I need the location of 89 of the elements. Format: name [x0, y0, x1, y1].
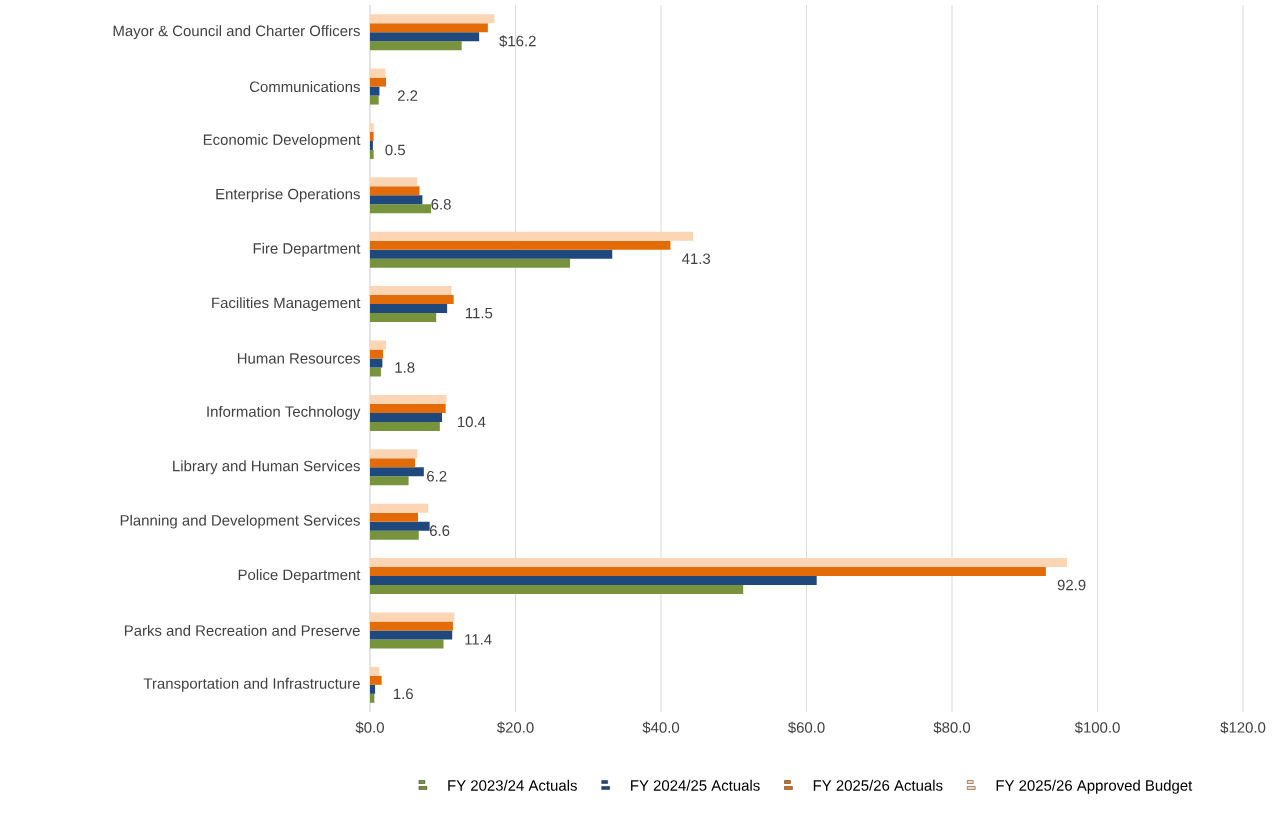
bar: [370, 349, 384, 359]
bar: [370, 95, 379, 105]
data-label: 1.6: [393, 688, 413, 700]
bar: [370, 186, 420, 196]
bar: [370, 693, 375, 703]
data-label: 92.9: [1057, 579, 1086, 591]
y-tick-label: Library and Human Services: [173, 460, 360, 475]
y-tick-label: Communications: [249, 81, 360, 93]
bar: [370, 340, 387, 350]
bar: [370, 68, 386, 78]
bar: [370, 585, 744, 595]
x-tick-label: $120.0: [1220, 721, 1266, 734]
bar: [370, 41, 462, 51]
x-tick-label: $20.0: [496, 721, 534, 734]
data-label: 11.5: [466, 307, 493, 319]
data-label: 10.4: [458, 416, 486, 428]
bar: [370, 295, 454, 305]
data-label: 6.2: [427, 470, 447, 482]
bar: [370, 612, 455, 622]
bar: [370, 231, 694, 241]
y-tick-label: Facilities Management: [212, 297, 361, 312]
y-tick-label: Information Technology: [207, 405, 361, 420]
bar: [370, 421, 440, 431]
bar: [370, 476, 409, 486]
bar: [370, 403, 446, 413]
bar: [370, 258, 571, 268]
data-label: 11.4: [465, 634, 492, 645]
y-tick-label: Fire Department: [253, 242, 361, 257]
bar: [370, 313, 437, 323]
bar: [370, 412, 443, 422]
data-label: 6.8: [431, 199, 451, 210]
data-label: 2.2: [397, 90, 418, 101]
bar: [370, 286, 452, 296]
data-label: 0.5: [385, 144, 405, 156]
bar: [370, 621, 453, 631]
data-label: $16.2: [499, 35, 536, 48]
bar: [370, 684, 376, 694]
x-tick-label: $0.0: [355, 721, 384, 734]
bar: [370, 140, 373, 150]
bar: [370, 449, 418, 459]
bar: [370, 576, 817, 586]
bar: [370, 512, 419, 522]
legend-label: FY 2024/25 Actuals: [631, 779, 760, 791]
bar: [370, 530, 419, 540]
bar: [370, 77, 387, 87]
bar: [370, 240, 671, 250]
x-tick-label: $60.0: [787, 721, 825, 734]
bar: [370, 131, 374, 141]
bar: [370, 666, 380, 676]
x-tick-label: $100.0: [1074, 721, 1120, 734]
bar: [370, 521, 430, 531]
bar: [370, 177, 418, 187]
data-label: 1.8: [395, 362, 415, 373]
bar: [370, 14, 495, 24]
bar: [370, 149, 374, 159]
legend-label: FY 2025/26 Approved Budget: [996, 779, 1193, 794]
y-tick-label: Enterprise Operations: [216, 188, 360, 203]
data-label: 6.6: [429, 525, 450, 536]
legend-label: FY 2023/24 Actuals: [448, 779, 577, 791]
bar: [370, 503, 429, 513]
bar: [370, 394, 447, 404]
bar: [370, 458, 416, 468]
y-tick-label: Mayor & Council and Charter Officers: [113, 25, 360, 40]
y-tick-label: Economic Development: [203, 134, 361, 148]
y-tick-label: Planning and Development Services: [120, 514, 360, 529]
bar: [370, 122, 374, 132]
y-tick-label: Parks and Recreation and Preserve: [124, 624, 360, 636]
bar: [370, 358, 383, 368]
y-tick-label: Police Department: [238, 569, 361, 583]
legend-label: FY 2025/26 Actuals: [813, 779, 943, 791]
bar: [370, 32, 480, 42]
bar: [370, 558, 1067, 568]
bar: [370, 86, 380, 96]
data-label: 41.3: [682, 253, 711, 265]
bar: [370, 675, 382, 685]
bar: [370, 23, 488, 33]
x-tick-label: $40.0: [642, 721, 680, 734]
x-tick-label: $80.0: [933, 721, 971, 734]
bar: [370, 467, 424, 477]
bar: [370, 367, 381, 377]
bar: [370, 304, 448, 314]
y-tick-label: Human Resources: [237, 353, 360, 364]
bar: [370, 639, 444, 649]
bar: [370, 195, 423, 205]
bar: [370, 204, 432, 214]
y-tick-label: Transportation and Infrastructure: [143, 677, 360, 692]
bar: [370, 567, 1046, 577]
bar: [370, 249, 613, 259]
bar: [370, 630, 453, 640]
